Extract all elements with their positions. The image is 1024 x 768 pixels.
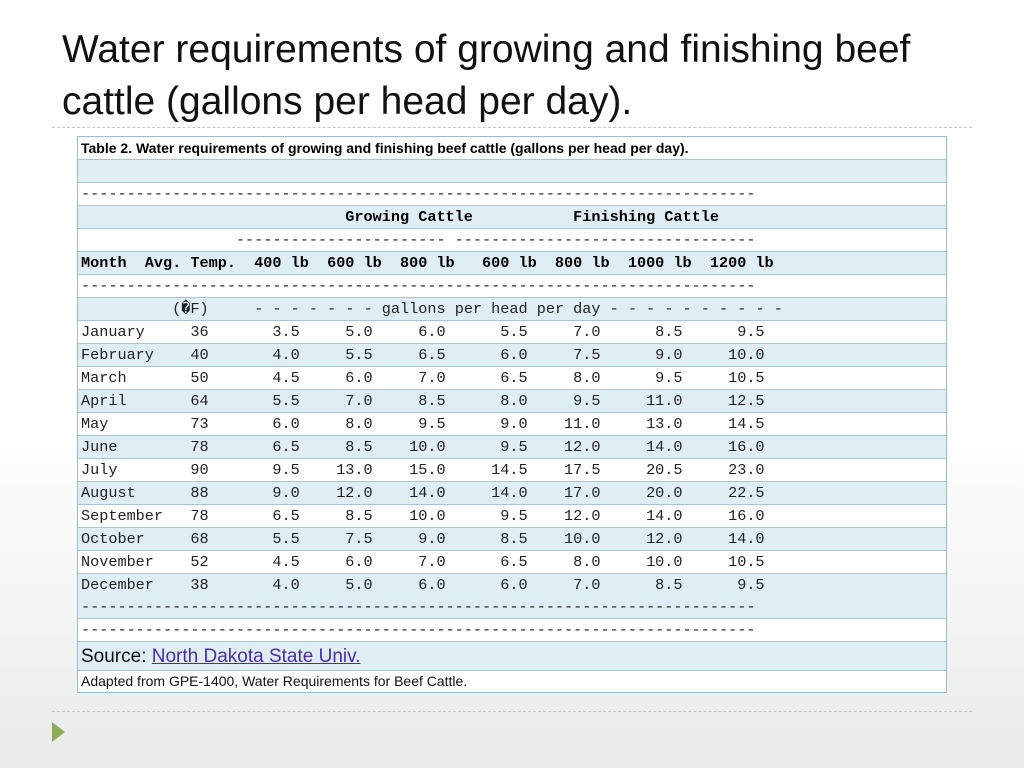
rule-row: ----------------------------------------… (78, 596, 946, 619)
units-row: (�F) - - - - - - - gallons per head per … (78, 298, 946, 321)
data-rows: January 36 3.5 5.0 6.0 5.5 7.0 8.5 9.5 Fe… (78, 321, 946, 596)
footer-divider (52, 711, 972, 712)
source-label: Source: (81, 646, 152, 667)
table-row: April 64 5.5 7.0 8.5 8.0 9.5 11.0 12.5 (78, 390, 946, 413)
table-row: August 88 9.0 12.0 14.0 14.0 17.0 20.0 2… (78, 482, 946, 505)
table-row: January 36 3.5 5.0 6.0 5.5 7.0 8.5 9.5 (78, 321, 946, 344)
table-caption: Table 2. Water requirements of growing a… (78, 137, 946, 160)
table-row: May 73 6.0 8.0 9.5 9.0 11.0 13.0 14.5 (78, 413, 946, 436)
water-requirements-table: Table 2. Water requirements of growing a… (77, 136, 947, 693)
table-row: June 78 6.5 8.5 10.0 9.5 12.0 14.0 16.0 (78, 436, 946, 459)
group-header-row: Growing Cattle Finishing Cattle (78, 206, 946, 229)
group-underline-row: ----------------------- ----------------… (78, 229, 946, 252)
table-row: November 52 4.5 6.0 7.0 6.5 8.0 10.0 10.… (78, 551, 946, 574)
table-row: December 38 4.0 5.0 6.0 6.0 7.0 8.5 9.5 (78, 574, 946, 596)
adaptation-note: Adapted from GPE-1400, Water Requirement… (81, 673, 468, 689)
table-row: October 68 5.5 7.5 9.0 8.5 10.0 12.0 14.… (78, 528, 946, 551)
play-triangle-icon (52, 722, 65, 742)
table-row: September 78 6.5 8.5 10.0 9.5 12.0 14.0 … (78, 505, 946, 528)
source-row: Source: North Dakota State Univ. (78, 642, 946, 671)
table-row: February 40 4.0 5.5 6.5 6.0 7.5 9.0 10.0 (78, 344, 946, 367)
rule-row: ----------------------------------------… (78, 183, 946, 206)
table-row: March 50 4.5 6.0 7.0 6.5 8.0 9.5 10.5 (78, 367, 946, 390)
title-divider (52, 127, 972, 128)
source-link[interactable]: North Dakota State Univ. (151, 646, 361, 667)
blank-row (78, 160, 946, 183)
rule-row: ----------------------------------------… (78, 619, 946, 642)
column-header-row: Month Avg. Temp. 400 lb 600 lb 800 lb 60… (78, 252, 946, 275)
rule-row: ----------------------------------------… (78, 275, 946, 298)
table-row: July 90 9.5 13.0 15.0 14.5 17.5 20.5 23.… (78, 459, 946, 482)
slide-title: Water requirements of growing and finish… (62, 28, 911, 123)
